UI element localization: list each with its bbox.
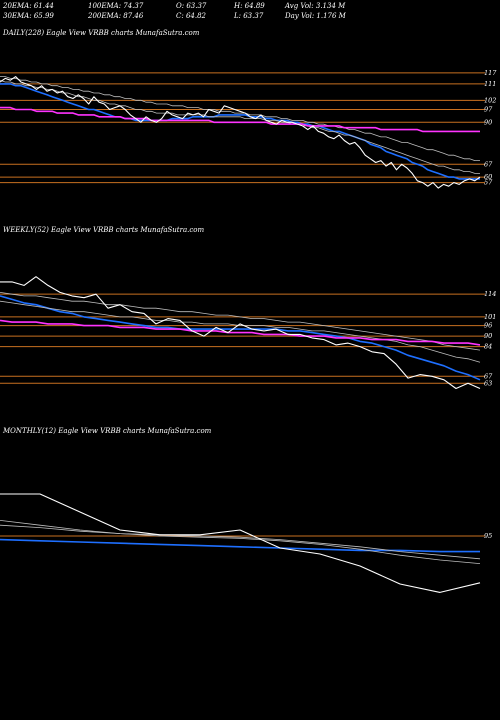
price-level-label: 117: [484, 69, 497, 77]
header-high: H: 64.89: [234, 2, 265, 10]
header-open: O: 63.37: [176, 2, 207, 10]
price-level-label: 111: [484, 80, 496, 88]
header-200ema: 200EMA: 87.46: [88, 12, 144, 20]
price-level-label: 90: [484, 118, 492, 126]
daily-chart-title: DAILY(228) Eagle View VRBB charts Munafa…: [3, 29, 200, 37]
price-level-label: 95: [484, 532, 492, 540]
weekly-chart-title: WEEKLY(52) Eagle View VRBB charts Munafa…: [3, 226, 205, 234]
price-level-label: 101: [484, 313, 496, 321]
gray-ema-series-line: [0, 292, 481, 351]
header-100ema: 100EMA: 74.37: [88, 2, 144, 10]
header-20ema: 20EMA: 61.44: [3, 2, 54, 10]
price-level-label: 67: [484, 160, 493, 168]
gray-ema-series-line: [0, 524, 481, 560]
magenta-ema-series-line: [0, 319, 481, 346]
blue-ema-series-line: [0, 83, 480, 180]
blue-ema-series-line: [0, 538, 480, 553]
price-level-label: 96: [484, 322, 492, 330]
monthly-price-chart: 95: [0, 493, 492, 593]
gray-ema-series-line: [0, 300, 481, 363]
monthly-chart-title: MONTHLY(12) Eagle View VRBB charts Munaf…: [3, 427, 212, 435]
blue-ema-series-line: [0, 295, 481, 381]
price-level-label: 102: [484, 96, 496, 104]
header-close: C: 64.82: [176, 12, 206, 20]
price-series-line: [0, 276, 481, 390]
price-level-label: 90: [484, 332, 492, 340]
gray-ema-series-line: [0, 520, 481, 564]
header-avg-vol: Avg Vol: 3.134 M: [285, 2, 346, 10]
price-series-line: [0, 76, 481, 189]
price-level-label: 63: [484, 379, 492, 387]
price-level-label: 67: [484, 372, 493, 380]
header-30ema: 30EMA: 65.99: [3, 12, 54, 20]
price-level-label: 60: [484, 173, 492, 181]
price-series-line: [0, 493, 481, 593]
price-level-label: 97: [484, 105, 493, 113]
price-level-label: 84: [484, 343, 492, 351]
header-day-vol: Day Vol: 1.176 M: [285, 12, 346, 20]
price-level-label: 57: [484, 179, 493, 187]
gray-ema-series-line: [0, 76, 480, 161]
header-low: L: 63.37: [234, 12, 264, 20]
magenta-ema-series-line: [0, 106, 480, 133]
price-level-label: 114: [484, 290, 496, 298]
